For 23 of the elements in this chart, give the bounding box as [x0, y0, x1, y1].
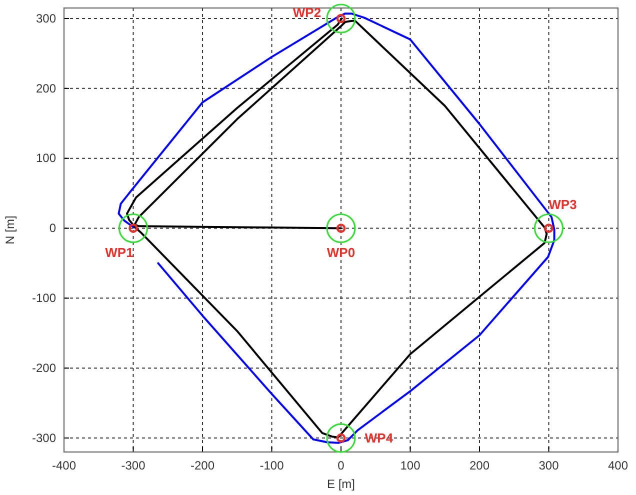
- y-tick-label: 100: [36, 151, 56, 166]
- y-tick-label: -100: [32, 291, 56, 306]
- annotation: WP3: [548, 196, 577, 212]
- x-tick-label: 400: [608, 458, 628, 473]
- x-tick-label: 100: [400, 458, 421, 473]
- y-tick-label: 0: [49, 221, 56, 236]
- x-tick-label: 300: [538, 458, 560, 473]
- annotation: WP0: [326, 244, 356, 260]
- x-tick-label: 200: [469, 458, 490, 473]
- y-tick-label: 200: [36, 81, 56, 96]
- y-axis-title: N [m]: [3, 216, 17, 244]
- x-tick-label: 0: [338, 458, 345, 473]
- x-axis-title: E [m]: [326, 477, 356, 491]
- annotation: WP4: [364, 430, 394, 446]
- x-tick-label: -300: [121, 458, 146, 473]
- x-tick-label: -200: [190, 458, 215, 473]
- y-tick-label: 300: [36, 11, 56, 26]
- y-tick-label: -300: [32, 430, 56, 445]
- y-tick-label: -200: [32, 360, 56, 375]
- x-tick-label: -400: [52, 458, 76, 473]
- annotation: WP2: [292, 4, 322, 20]
- annotation: WP1: [105, 244, 134, 260]
- x-tick-label: -100: [260, 458, 284, 473]
